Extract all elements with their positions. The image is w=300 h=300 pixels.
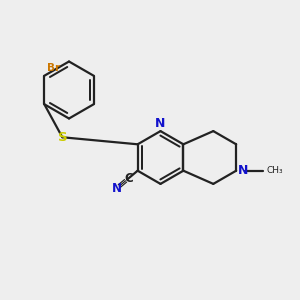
Text: Br: Br <box>47 63 60 73</box>
Text: CH₃: CH₃ <box>266 166 283 175</box>
Text: N: N <box>238 164 248 177</box>
Text: C: C <box>124 172 133 185</box>
Text: N: N <box>155 117 166 130</box>
Text: N: N <box>112 182 122 195</box>
Text: S: S <box>58 131 68 144</box>
